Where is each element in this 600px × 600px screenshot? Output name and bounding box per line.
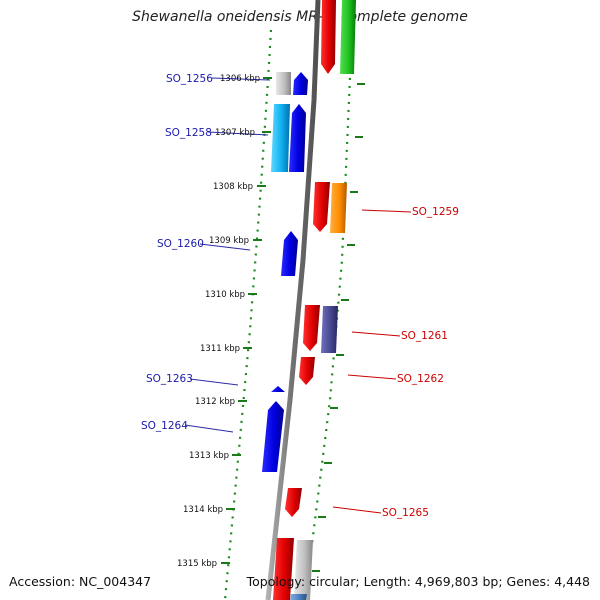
gene-label-so1259[interactable]: SO_1259 bbox=[412, 206, 459, 218]
gene-feature-forward[interactable] bbox=[271, 386, 285, 392]
gene-label-so1262[interactable]: SO_1262 bbox=[397, 373, 444, 385]
gene-label-so1258[interactable]: SO_1258 bbox=[165, 127, 212, 139]
gene-feature-cyan[interactable] bbox=[271, 104, 290, 172]
gene-feature-purple[interactable] bbox=[321, 306, 338, 353]
gene-feature-orange[interactable] bbox=[330, 183, 347, 233]
genome-backbone bbox=[265, 0, 321, 600]
ruler-label: 1314 kbp bbox=[183, 505, 223, 515]
leader-lines bbox=[184, 77, 412, 514]
ruler-label: 1309 kbp bbox=[209, 236, 249, 246]
ruler-labels: 1306 kbp 1307 kbp 1308 kbp 1309 kbp 1310… bbox=[177, 74, 260, 569]
gene-label-so1265[interactable]: SO_1265 bbox=[382, 507, 429, 519]
inner-tick-track bbox=[303, 29, 354, 600]
gene-feature-reverse[interactable] bbox=[313, 182, 330, 232]
ruler-label: 1313 kbp bbox=[189, 451, 229, 461]
outer-tick-track bbox=[223, 29, 273, 600]
genome-title: Shewanella oneidensis MR-1, complete gen… bbox=[132, 9, 468, 25]
ruler-label: 1312 kbp bbox=[195, 397, 235, 407]
gene-feature-reverse[interactable] bbox=[303, 305, 320, 351]
gene-label-so1256[interactable]: SO_1256 bbox=[166, 73, 213, 85]
gene-feature-steel[interactable] bbox=[290, 594, 307, 600]
gene-feature-reverse[interactable] bbox=[285, 488, 302, 517]
gene-feature-grey[interactable] bbox=[294, 540, 313, 600]
gene-feature-reverse[interactable] bbox=[321, 0, 336, 74]
ruler-label: 1306 kbp bbox=[220, 74, 260, 84]
ruler-label: 1315 kbp bbox=[177, 559, 217, 569]
gene-feature-forward[interactable] bbox=[289, 104, 306, 172]
genome-summary: Topology: circular; Length: 4,969,803 bp… bbox=[246, 574, 590, 589]
ruler-label: 1310 kbp bbox=[205, 290, 245, 300]
gene-feature-forward[interactable] bbox=[262, 401, 284, 472]
ruler-label: 1311 kbp bbox=[200, 344, 240, 354]
gene-labels: SO_1256 SO_1258 SO_1260 SO_1263 SO_1264 … bbox=[141, 73, 459, 519]
gene-feature-forward[interactable] bbox=[281, 231, 298, 276]
ruler-ticks bbox=[221, 77, 365, 572]
ruler-label: 1307 kbp bbox=[215, 128, 255, 138]
ruler-label: 1308 kbp bbox=[213, 182, 253, 192]
gene-feature-forward[interactable] bbox=[293, 72, 308, 95]
gene-label-so1261[interactable]: SO_1261 bbox=[401, 330, 448, 342]
gene-label-so1260[interactable]: SO_1260 bbox=[157, 238, 204, 250]
gene-feature-reverse[interactable] bbox=[299, 357, 315, 385]
gene-feature-green[interactable] bbox=[340, 0, 356, 74]
gene-label-so1263[interactable]: SO_1263 bbox=[146, 373, 193, 385]
gene-feature-reverse[interactable] bbox=[273, 538, 294, 600]
accession-label: Accession: NC_004347 bbox=[9, 574, 152, 589]
gene-feature-grey[interactable] bbox=[276, 72, 291, 95]
gene-label-so1264[interactable]: SO_1264 bbox=[141, 420, 188, 432]
